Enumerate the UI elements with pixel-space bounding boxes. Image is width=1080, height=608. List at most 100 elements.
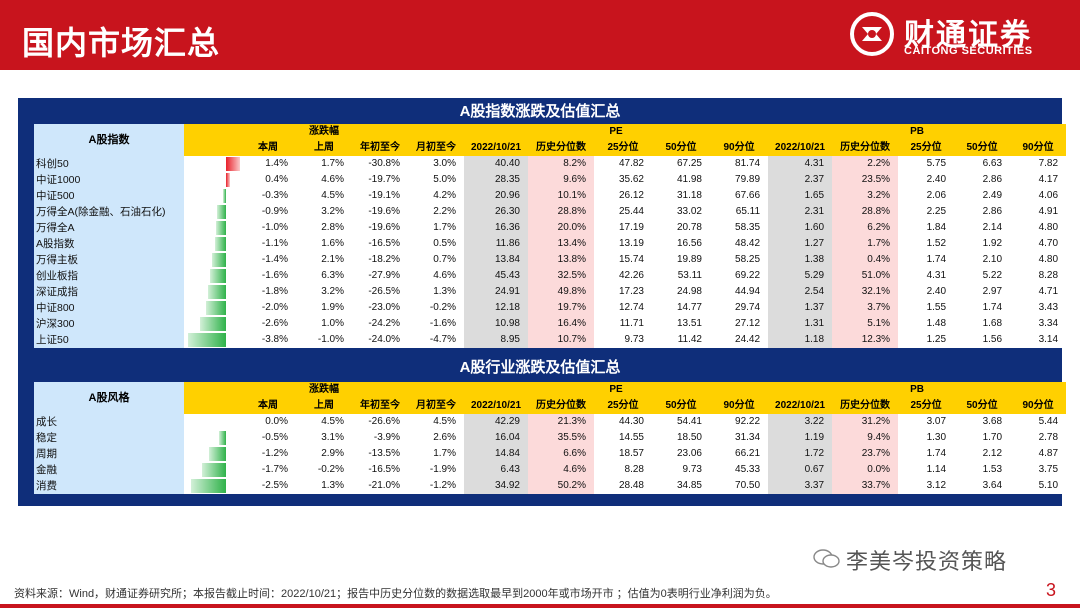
cell-pb90: 4.80 <box>1010 252 1067 268</box>
cell-lastweek: -1.0% <box>296 332 352 348</box>
cell-pb90: 5.44 <box>1010 414 1067 430</box>
positive-change-bar <box>226 173 230 187</box>
cell-pb25: 2.40 <box>898 284 955 300</box>
cell-pb25: 4.31 <box>898 268 955 284</box>
cell-pe25: 25.44 <box>594 204 652 220</box>
cell-pe50: 53.11 <box>652 268 710 284</box>
cell-mtd: 2.6% <box>408 430 464 446</box>
cell-pe50: 16.56 <box>652 236 710 252</box>
cell-ytd: -13.5% <box>352 446 408 462</box>
cell-pe50: 41.98 <box>652 172 710 188</box>
cell-week: -1.6% <box>240 268 296 284</box>
cell-ytd: -24.2% <box>352 316 408 332</box>
table-row: 中证500 -0.3% 4.5% -19.1% 4.2% 20.96 10.1% 26.12 3… <box>34 188 1067 204</box>
cell-pb25: 1.14 <box>898 462 955 478</box>
cell-pe90: 79.89 <box>710 172 769 188</box>
cell-pe50: 67.25 <box>652 156 710 172</box>
negative-change-bar <box>191 479 226 493</box>
change-bar-cell <box>184 414 240 430</box>
change-bar-cell <box>184 300 240 316</box>
change-bar-cell <box>184 188 240 204</box>
cell-pe: 40.40 <box>464 156 528 172</box>
group-header-row: A股指数 涨跌幅 PE PB <box>34 124 1067 156</box>
cell-pe90: 58.25 <box>710 252 769 268</box>
cell-pe_pct: 19.7% <box>528 300 594 316</box>
cell-pb25: 1.74 <box>898 446 955 462</box>
cell-week: -0.9% <box>240 204 296 220</box>
change-bar-cell <box>184 430 240 446</box>
cell-pb50: 3.64 <box>954 478 1011 494</box>
row-name: 科创50 <box>34 156 184 172</box>
cell-pe_pct: 16.4% <box>528 316 594 332</box>
cell-mtd: 0.5% <box>408 236 464 252</box>
cell-ytd: -19.7% <box>352 172 408 188</box>
cell-week: -2.0% <box>240 300 296 316</box>
cell-mtd: 2.2% <box>408 204 464 220</box>
cell-mtd: -1.6% <box>408 316 464 332</box>
cell-pe: 16.36 <box>464 220 528 236</box>
index-section-title: A股指数涨跌及估值汇总 <box>459 103 621 120</box>
cell-pb: 1.37 <box>768 300 833 316</box>
cell-pb25: 1.55 <box>898 300 955 316</box>
cell-pb50: 1.70 <box>954 430 1011 446</box>
top-banner: 国内市场汇总 财通证券 CAITONG SECURITIES <box>0 0 1080 70</box>
cell-pe90: 66.21 <box>710 446 769 462</box>
cell-pe50: 14.77 <box>652 300 710 316</box>
column-header: 年初至今 <box>352 140 408 156</box>
cell-week: -1.1% <box>240 236 296 252</box>
column-header: 本周 <box>240 140 296 156</box>
cell-pe25: 44.30 <box>594 414 652 430</box>
cell-ytd: -27.9% <box>352 268 408 284</box>
cell-pb_pct: 28.8% <box>832 204 899 220</box>
cell-pb90: 7.82 <box>1010 156 1067 172</box>
cell-pe25: 17.23 <box>594 284 652 300</box>
cell-week: -0.3% <box>240 188 296 204</box>
cell-pe: 11.86 <box>464 236 528 252</box>
cell-ytd: -16.5% <box>352 236 408 252</box>
cell-week: -3.8% <box>240 332 296 348</box>
column-header: 90分位 <box>710 398 769 414</box>
cell-pe: 13.84 <box>464 252 528 268</box>
cell-lastweek: 6.3% <box>296 268 352 284</box>
change-bar-cell <box>184 332 240 348</box>
negative-change-bar <box>209 447 226 461</box>
column-header: 25分位 <box>898 398 955 414</box>
style-section-title: A股行业涨跌及估值汇总 <box>459 359 621 376</box>
bar-column-header <box>184 398 240 414</box>
pe-group-header: PE <box>464 124 769 140</box>
cell-pe90: 70.50 <box>710 478 769 494</box>
cell-pe_pct: 8.2% <box>528 156 594 172</box>
source-note: 资料来源：Wind，财通证券研究所；本报告截止时间：2022/10/21；报告中… <box>14 588 777 600</box>
cell-pb90: 5.10 <box>1010 478 1067 494</box>
cell-lastweek: -0.2% <box>296 462 352 478</box>
bar-column-header <box>184 140 240 156</box>
column-header: 上周 <box>296 140 352 156</box>
cell-pe50: 19.89 <box>652 252 710 268</box>
cell-pe90: 81.74 <box>710 156 769 172</box>
cell-lastweek: 2.1% <box>296 252 352 268</box>
row-name: A股指数 <box>34 236 184 252</box>
cell-pb90: 2.78 <box>1010 430 1067 446</box>
change-bar-cell <box>184 252 240 268</box>
cell-pb50: 1.92 <box>954 236 1011 252</box>
row-name: 沪深300 <box>34 316 184 332</box>
cell-pe25: 26.12 <box>594 188 652 204</box>
cell-pe25: 28.48 <box>594 478 652 494</box>
negative-change-bar <box>200 317 226 331</box>
cell-lastweek: 1.7% <box>296 156 352 172</box>
row-name: 万得全A <box>34 220 184 236</box>
cell-pb: 1.60 <box>768 220 833 236</box>
cell-mtd: -1.2% <box>408 478 464 494</box>
cell-pb_pct: 5.1% <box>832 316 899 332</box>
change-bar-cell <box>184 268 240 284</box>
cell-mtd: 4.2% <box>408 188 464 204</box>
table-row: 万得主板 -1.4% 2.1% -18.2% 0.7% 13.84 13.8% 15.74 19… <box>34 252 1067 268</box>
cell-pb: 2.31 <box>768 204 833 220</box>
cell-pb: 3.22 <box>768 414 833 430</box>
cell-pe25: 15.74 <box>594 252 652 268</box>
cell-lastweek: 3.2% <box>296 284 352 300</box>
cell-pb25: 5.75 <box>898 156 955 172</box>
column-header: 25分位 <box>594 398 652 414</box>
column-header: 历史分位数 <box>528 140 594 156</box>
table-row: 万得全A -1.0% 2.8% -19.6% 1.7% 16.36 20.0% 17.19 20… <box>34 220 1067 236</box>
